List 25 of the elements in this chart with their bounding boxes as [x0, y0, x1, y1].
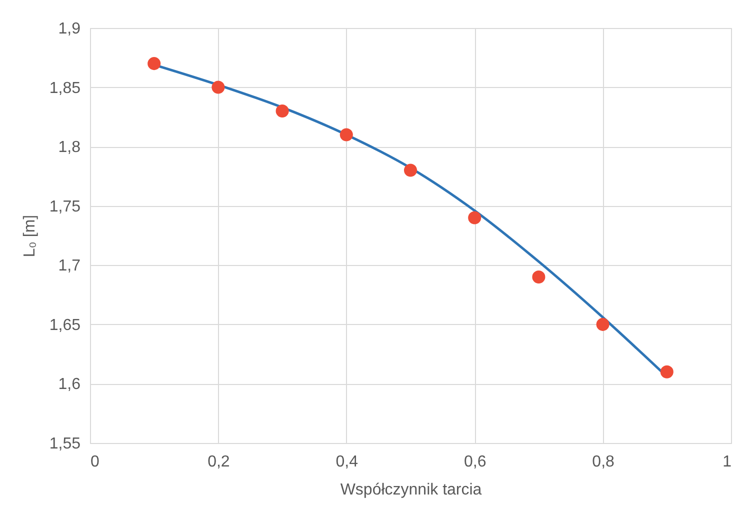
x-tick-label: 0,6 [464, 454, 486, 470]
y-tick-label: 1,85 [49, 80, 81, 97]
y-tick-label: 1,75 [49, 198, 81, 216]
point [276, 104, 289, 118]
y-tick-label: 1,6 [58, 376, 81, 394]
point [212, 80, 225, 94]
point [340, 128, 353, 142]
point [468, 211, 482, 224]
point [596, 318, 610, 331]
y-tick-label: 1,9 [58, 20, 81, 38]
x-tick-label: 0,2 [208, 454, 230, 470]
y-tick-label: 1,8 [58, 139, 81, 156]
point [404, 164, 418, 177]
x-tick-label: 0,4 [336, 454, 358, 470]
y-axis-title: L₀ [m] [21, 214, 38, 258]
point [660, 365, 674, 378]
x-tick-label: 0 [90, 454, 100, 470]
y-tick-label: 1,55 [49, 436, 81, 452]
point [532, 270, 546, 284]
x-tick-label: 1 [722, 454, 732, 470]
x-axis-title: Współczynnik tarcia [340, 482, 482, 498]
x-tick-label: 0,8 [592, 454, 615, 470]
y-tick-label: 1,7 [58, 258, 81, 275]
point [148, 57, 161, 70]
y-tick-label: 1,65 [49, 316, 81, 334]
